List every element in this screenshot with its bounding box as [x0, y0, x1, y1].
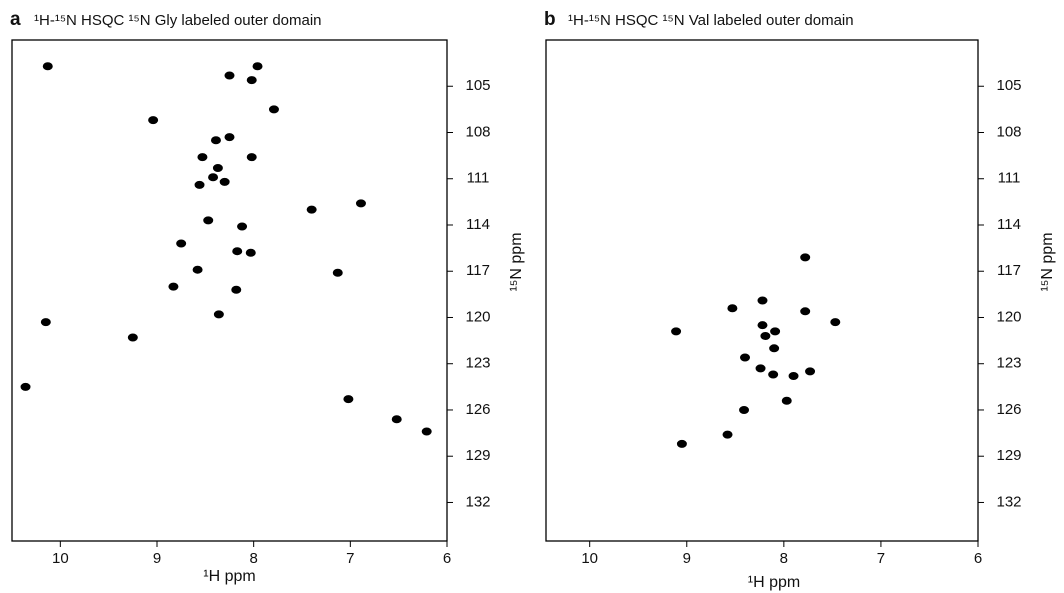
y-tick-label: 123	[465, 355, 490, 372]
peak	[722, 430, 733, 439]
x-tick-label: 6	[443, 550, 451, 567]
peak	[245, 248, 256, 257]
peak	[676, 439, 687, 448]
y-axis-label: ¹⁵N ppm	[508, 232, 525, 291]
x-axis-label: ¹H ppm	[203, 568, 255, 585]
y-tick-label: 117	[997, 262, 1021, 279]
y-tick-label: 132	[996, 493, 1021, 510]
peak	[127, 333, 138, 342]
y-tick-label: 105	[996, 77, 1021, 94]
plot-frame	[11, 39, 448, 542]
peak	[788, 372, 799, 381]
peak	[212, 163, 223, 172]
peak	[224, 71, 235, 80]
y-tick-label: 114	[997, 216, 1021, 233]
peak	[20, 382, 31, 391]
peak	[40, 318, 51, 327]
peak	[210, 136, 221, 145]
peak	[197, 153, 208, 162]
y-tick-label: 129	[465, 447, 490, 464]
peak	[740, 353, 751, 362]
x-tick-label: 9	[683, 550, 691, 567]
y-tick-label: 123	[996, 355, 1021, 372]
peak	[246, 76, 257, 85]
peak	[194, 180, 205, 189]
peak	[192, 265, 203, 274]
peak	[800, 307, 811, 316]
x-tick-label: 7	[346, 550, 354, 567]
peak	[739, 405, 750, 414]
x-tick-label: 6	[974, 550, 982, 567]
x-tick-label: 10	[52, 550, 69, 567]
y-tick-label: 129	[996, 447, 1021, 464]
peak	[755, 364, 766, 373]
y-tick-label: 114	[466, 216, 490, 233]
x-tick-label: 7	[877, 550, 885, 567]
peak	[421, 427, 432, 436]
peak	[343, 395, 354, 404]
peak	[268, 105, 279, 114]
y-tick-label: 105	[465, 77, 490, 94]
y-tick-label: 120	[465, 308, 490, 325]
y-tick-label: 126	[465, 401, 490, 418]
peak	[176, 239, 187, 248]
peak	[42, 62, 53, 71]
panel-label: a	[10, 9, 21, 30]
x-tick-label: 9	[153, 550, 161, 567]
peak	[760, 331, 771, 340]
plot-frame	[545, 39, 979, 542]
peak	[224, 133, 235, 142]
peak	[727, 304, 738, 313]
y-tick-label: 111	[467, 170, 490, 187]
peak	[231, 285, 242, 294]
y-tick-label: 108	[465, 123, 490, 140]
peak	[213, 310, 224, 319]
peak	[332, 268, 343, 277]
y-tick-label: 132	[465, 493, 490, 510]
panel-label: b	[544, 9, 556, 30]
x-axis-label: ¹H ppm	[748, 574, 800, 591]
y-tick-label: 108	[996, 123, 1021, 140]
y-axis-label: ¹⁵N ppm	[1039, 232, 1056, 291]
chart-title: ¹H-¹⁵N HSQC ¹⁵N Gly labeled outer domain	[34, 12, 322, 29]
peak	[355, 199, 366, 208]
peak	[208, 173, 219, 182]
peak	[246, 153, 257, 162]
x-tick-label: 8	[249, 550, 257, 567]
y-tick-label: 126	[996, 401, 1021, 418]
peak	[148, 116, 159, 125]
peak	[232, 247, 243, 256]
peak	[769, 344, 780, 353]
y-tick-label: 120	[996, 308, 1021, 325]
x-tick-label: 8	[780, 550, 788, 567]
peak	[671, 327, 682, 336]
peak	[306, 205, 317, 214]
x-tick-label: 10	[581, 550, 598, 567]
chart-title: ¹H-¹⁵N HSQC ¹⁵N Val labeled outer domain	[568, 12, 854, 29]
peak	[757, 321, 768, 330]
peak	[219, 177, 230, 186]
peak	[237, 222, 248, 231]
y-tick-label: 111	[998, 170, 1021, 187]
peak	[203, 216, 214, 225]
peak	[252, 62, 263, 71]
peak	[830, 318, 841, 327]
peak	[805, 367, 816, 376]
peak	[781, 396, 792, 405]
peak	[391, 415, 402, 424]
peak	[770, 327, 781, 336]
peak	[800, 253, 811, 262]
peak	[768, 370, 779, 379]
peak	[757, 296, 768, 305]
y-tick-label: 117	[466, 262, 490, 279]
peak	[168, 282, 179, 291]
